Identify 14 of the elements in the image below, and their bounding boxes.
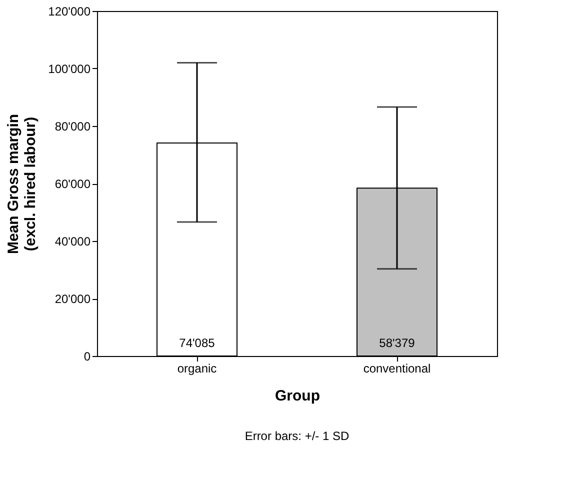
y-tick-label: 100'000	[48, 62, 91, 76]
y-tick-label: 120'000	[48, 4, 91, 18]
x-tick-label: organic	[177, 362, 217, 376]
y-tick-label: 60'000	[54, 177, 91, 191]
y-tick-label: 0	[84, 350, 91, 364]
data-label: 74'085	[179, 336, 216, 350]
x-tick-label: conventional	[363, 362, 431, 376]
y-tick-label: 20'000	[54, 292, 91, 306]
y-axis-title: Mean Gross margin (excl. hired labour)	[5, 114, 40, 254]
y-tick-label: 40'000	[54, 234, 91, 248]
data-label: 58'379	[379, 336, 416, 350]
y-tick-label: 80'000	[54, 120, 91, 134]
text: Error bars: +/- 1 SD	[244, 429, 350, 443]
x-axis-title: Group	[275, 388, 320, 404]
